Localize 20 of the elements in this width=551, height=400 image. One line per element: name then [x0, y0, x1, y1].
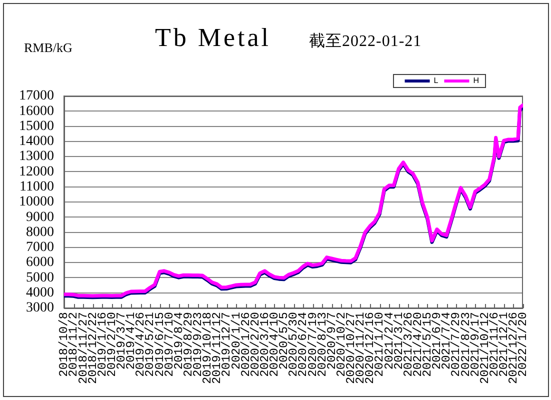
legend-label: L — [434, 76, 439, 86]
y-tick-label: 6000 — [26, 255, 54, 270]
y-tick-label: 15000 — [19, 118, 54, 134]
y-tick-label: 3000 — [26, 300, 54, 316]
chart-subtitle: 截至2022-01-21 — [309, 33, 422, 50]
chart-title: Tb Metal — [155, 23, 272, 52]
y-tick-label: 13000 — [19, 149, 54, 164]
y-tick-label: 8000 — [26, 224, 54, 240]
y-tick-label: 14000 — [19, 134, 54, 150]
y-tick-label: 11000 — [20, 180, 54, 195]
y-tick-label: 5000 — [26, 270, 54, 286]
y-tick-label: 9000 — [26, 210, 54, 225]
y-tick-label: 12000 — [19, 164, 54, 180]
y-tick-label: 16000 — [19, 104, 54, 119]
y-axis-title: RMB/kG — [24, 40, 72, 55]
legend-label: H — [473, 76, 480, 86]
y-tick-label: 17000 — [19, 88, 54, 104]
y-tick-label: 4000 — [26, 286, 54, 301]
y-tick-label: 7000 — [26, 240, 54, 256]
y-tick-label: 10000 — [19, 194, 54, 210]
